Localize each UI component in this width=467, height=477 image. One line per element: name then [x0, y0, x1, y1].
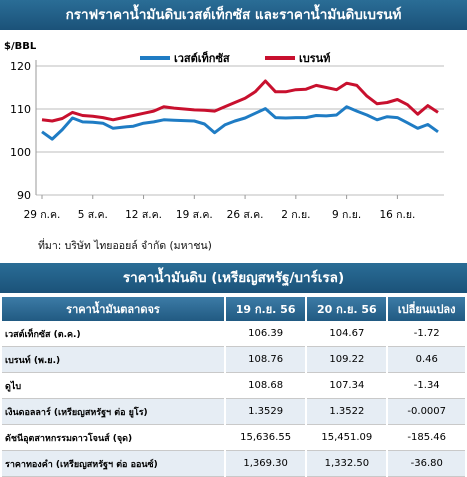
y-axis-unit: $/BBL — [4, 41, 37, 52]
row-value-2: 15,451.09 — [307, 425, 387, 451]
y-tick-label: 110 — [10, 103, 31, 116]
row-change: -1.34 — [388, 373, 465, 399]
legend-label: เวสต์เท็กซัส — [174, 51, 230, 65]
table-title-bar: ราคาน้ำมันดิบ (เหรียญสหรัฐ/บาร์เรล) — [0, 263, 467, 293]
row-value-2: 1,332.50 — [307, 451, 387, 477]
x-tick-label: 9 ก.ย. — [332, 209, 361, 221]
row-change: 0.46 — [388, 347, 465, 373]
row-value-1: 1,369.30 — [226, 451, 306, 477]
row-label: ดัชนีอุตสาหกรรมดาวโจนส์ (จุด) — [2, 425, 224, 451]
x-tick-label: 2 ก.ย. — [281, 209, 310, 221]
legend-label: เบรนท์ — [299, 52, 330, 65]
x-tick-label: 12 ส.ค. — [125, 209, 162, 221]
x-tick-label: 19 ส.ค. — [176, 209, 213, 221]
x-tick-label: 26 ส.ค. — [227, 209, 264, 221]
table-row: เบรนท์ (พ.ย.) 108.76 109.22 0.46 — [2, 347, 465, 373]
header-change: เปลี่ยนแปลง — [388, 297, 465, 321]
header-market: ราคาน้ำมันตลาดจร — [2, 297, 224, 321]
table-row: ดัชนีอุตสาหกรรมดาวโจนส์ (จุด) 15,636.55 … — [2, 425, 465, 451]
header-date-1: 19 ก.ย. 56 — [226, 297, 306, 321]
row-label: เบรนท์ (พ.ย.) — [2, 347, 224, 373]
row-value-1: 108.76 — [226, 347, 306, 373]
row-label: เวสต์เท็กซัส (ต.ค.) — [2, 321, 224, 347]
y-tick-label: 100 — [10, 146, 31, 159]
series-line-wti — [41, 105, 439, 141]
x-tick-label: 5 ส.ค. — [78, 209, 108, 221]
series-line-brent — [41, 79, 439, 123]
chart-title-bar: กราฟราคาน้ำมันดิบเวสต์เท็กซัส และราคาน้ำ… — [0, 0, 467, 30]
y-tick-label: 120 — [10, 60, 31, 73]
crude-price-chart: $/BBL 90 100 110 120 29 ก.ค. 5 ส.ค. 12 ส.ค. 19… — [4, 41, 444, 221]
row-change: -1.72 — [388, 321, 465, 347]
row-value-1: 1.3529 — [226, 399, 306, 425]
source-note: ที่มา: บริษัท ไทยออยล์ จำกัด (มหาชน) — [38, 240, 212, 252]
row-label: ราคาทองคำ (เหรียญสหรัฐฯ ต่อ ออนซ์) — [2, 451, 224, 477]
row-value-2: 1.3522 — [307, 399, 387, 425]
row-value-2: 104.67 — [307, 321, 387, 347]
table-row: เวสต์เท็กซัส (ต.ค.) 106.39 104.67 -1.72 — [2, 321, 465, 347]
table-row: เงินดอลลาร์ (เหรียญสหรัฐฯ ต่อ ยูโร) 1.35… — [2, 399, 465, 425]
table-row: ราคาทองคำ (เหรียญสหรัฐฯ ต่อ ออนซ์) 1,369… — [2, 451, 465, 477]
y-tick-label: 90 — [17, 189, 31, 202]
table-row: ดูไบ 108.68 107.34 -1.34 — [2, 373, 465, 399]
header-date-2: 20 ก.ย. 56 — [307, 297, 387, 321]
row-value-1: 108.68 — [226, 373, 306, 399]
row-change: -36.80 — [388, 451, 465, 477]
row-value-1: 106.39 — [226, 321, 306, 347]
row-value-1: 15,636.55 — [226, 425, 306, 451]
x-tick-label: 29 ก.ค. — [24, 209, 61, 221]
row-label: ดูไบ — [2, 373, 224, 399]
row-label: เงินดอลลาร์ (เหรียญสหรัฐฯ ต่อ ยูโร) — [2, 399, 224, 425]
table-header-row: ราคาน้ำมันตลาดจร 19 ก.ย. 56 20 ก.ย. 56 เ… — [2, 297, 465, 321]
x-tick-label: 16 ก.ย. — [379, 209, 415, 221]
row-change: -0.0007 — [388, 399, 465, 425]
price-table: ราคาน้ำมันตลาดจร 19 ก.ย. 56 20 ก.ย. 56 เ… — [0, 297, 467, 477]
row-value-2: 109.22 — [307, 347, 387, 373]
row-value-2: 107.34 — [307, 373, 387, 399]
row-change: -185.46 — [388, 425, 465, 451]
